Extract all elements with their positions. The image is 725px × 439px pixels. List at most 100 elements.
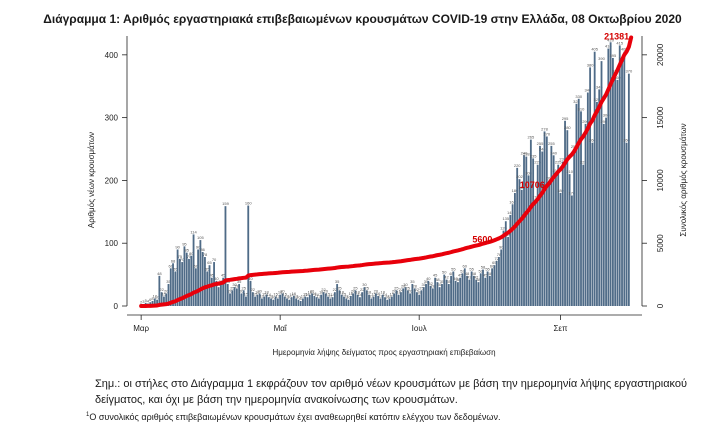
bar [518, 179, 521, 306]
bar [245, 296, 247, 306]
bar [550, 145, 553, 306]
bar-value-label: 45 [210, 273, 215, 278]
bar [340, 294, 343, 306]
bar-value-label: 55 [205, 266, 210, 271]
bar-value-label: 18 [278, 290, 283, 295]
bar [336, 284, 339, 306]
bar-value-label: 345 [596, 84, 603, 89]
bar-value-label: 225 [555, 160, 562, 165]
bar-value-label: 28 [412, 283, 417, 288]
bar [600, 61, 603, 307]
bar [541, 151, 544, 306]
bar [395, 290, 398, 306]
bar [406, 290, 409, 306]
bar [318, 298, 320, 306]
y-tick-label: 100 [105, 239, 119, 248]
bar-value-label: 78 [497, 252, 502, 257]
ticks-group: 0 100 200 300 400 0 5000 10000 15000 20000 Μαρ Μαΐ Ι… [105, 43, 665, 333]
bar-value-label: 48 [465, 271, 470, 276]
bar-value-label: 246 [539, 147, 546, 152]
bar-value-label: 16 [349, 291, 354, 296]
bar-value-label: 12 [344, 293, 349, 298]
bar [411, 284, 414, 306]
bar [153, 298, 156, 306]
bar-value-label: 45 [483, 273, 488, 278]
chart-note: Σημ.: οι στήλες στο Διάγραμμα 1 εκφράζου… [95, 378, 688, 406]
bar-value-label: 22 [360, 287, 365, 292]
bar [479, 273, 482, 306]
bar-value-label: 200 [546, 175, 553, 180]
bar [566, 130, 569, 306]
bar [176, 249, 179, 306]
bar [238, 284, 241, 306]
bar [445, 279, 448, 306]
bar-value-label: 185 [518, 185, 525, 190]
bar-value-label: 40 [453, 276, 458, 281]
bar-value-label: 225 [580, 160, 587, 165]
bar-value-label: 10 [346, 295, 351, 300]
bar [286, 298, 288, 306]
bar [327, 296, 329, 306]
bar-value-label: 68 [171, 258, 176, 263]
bar [192, 234, 195, 306]
bar-value-label: 15 [162, 292, 167, 297]
bar-value-label: 90 [175, 244, 180, 249]
bar [265, 294, 268, 306]
bar [349, 295, 352, 306]
bar-value-label: 240 [521, 150, 528, 155]
bar [475, 279, 478, 306]
bar [235, 288, 238, 306]
bar-value-label: 75 [187, 254, 192, 259]
bar [539, 145, 541, 306]
bar [461, 273, 464, 306]
bar [627, 73, 630, 306]
bar [625, 142, 628, 306]
bar-value-label: 65 [492, 260, 497, 265]
bar [279, 294, 282, 306]
bar-value-label: 35 [447, 279, 452, 284]
bar [514, 192, 516, 306]
bar-value-label: 415 [616, 40, 623, 45]
bar [418, 294, 421, 306]
bar-value-label: 325 [594, 97, 601, 102]
bar [229, 293, 231, 306]
bar [397, 294, 400, 306]
bar [363, 287, 366, 306]
bar-value-label: 35 [335, 279, 340, 284]
cumulative-annotation: 10706 [520, 180, 545, 190]
bar [454, 280, 457, 306]
bar [409, 293, 411, 306]
y-tick-label: 0 [114, 302, 119, 311]
bar [452, 271, 455, 306]
bar-value-label: 35 [237, 279, 242, 284]
bar [188, 258, 190, 306]
bar [167, 284, 170, 306]
bar [575, 103, 578, 306]
bar-value-label: 12 [301, 293, 306, 298]
bar-value-label: 4 [147, 298, 150, 303]
bar-value-label: 390 [598, 56, 605, 61]
bar-value-label: 28 [235, 283, 240, 288]
bar-value-label: 12 [285, 293, 290, 298]
bar [591, 142, 594, 306]
bar-value-label: 278 [541, 126, 548, 131]
bar [181, 262, 184, 306]
bar [308, 294, 311, 306]
bar-value-label: 420 [607, 37, 614, 42]
bar-value-label: 8 [300, 296, 303, 301]
bar [520, 189, 523, 306]
y-tick-label: 400 [105, 51, 119, 60]
bar [555, 172, 557, 306]
bar [527, 175, 530, 306]
bar [477, 282, 480, 306]
bar-value-label: 38 [456, 277, 461, 282]
bar [304, 296, 307, 306]
bar [509, 214, 512, 306]
bar [491, 268, 494, 306]
bar [413, 288, 416, 306]
bar [190, 255, 193, 306]
bar-value-label: 410 [605, 44, 612, 49]
bar [482, 269, 484, 306]
bar [290, 297, 293, 306]
bar-value-label: 12 [387, 293, 392, 298]
